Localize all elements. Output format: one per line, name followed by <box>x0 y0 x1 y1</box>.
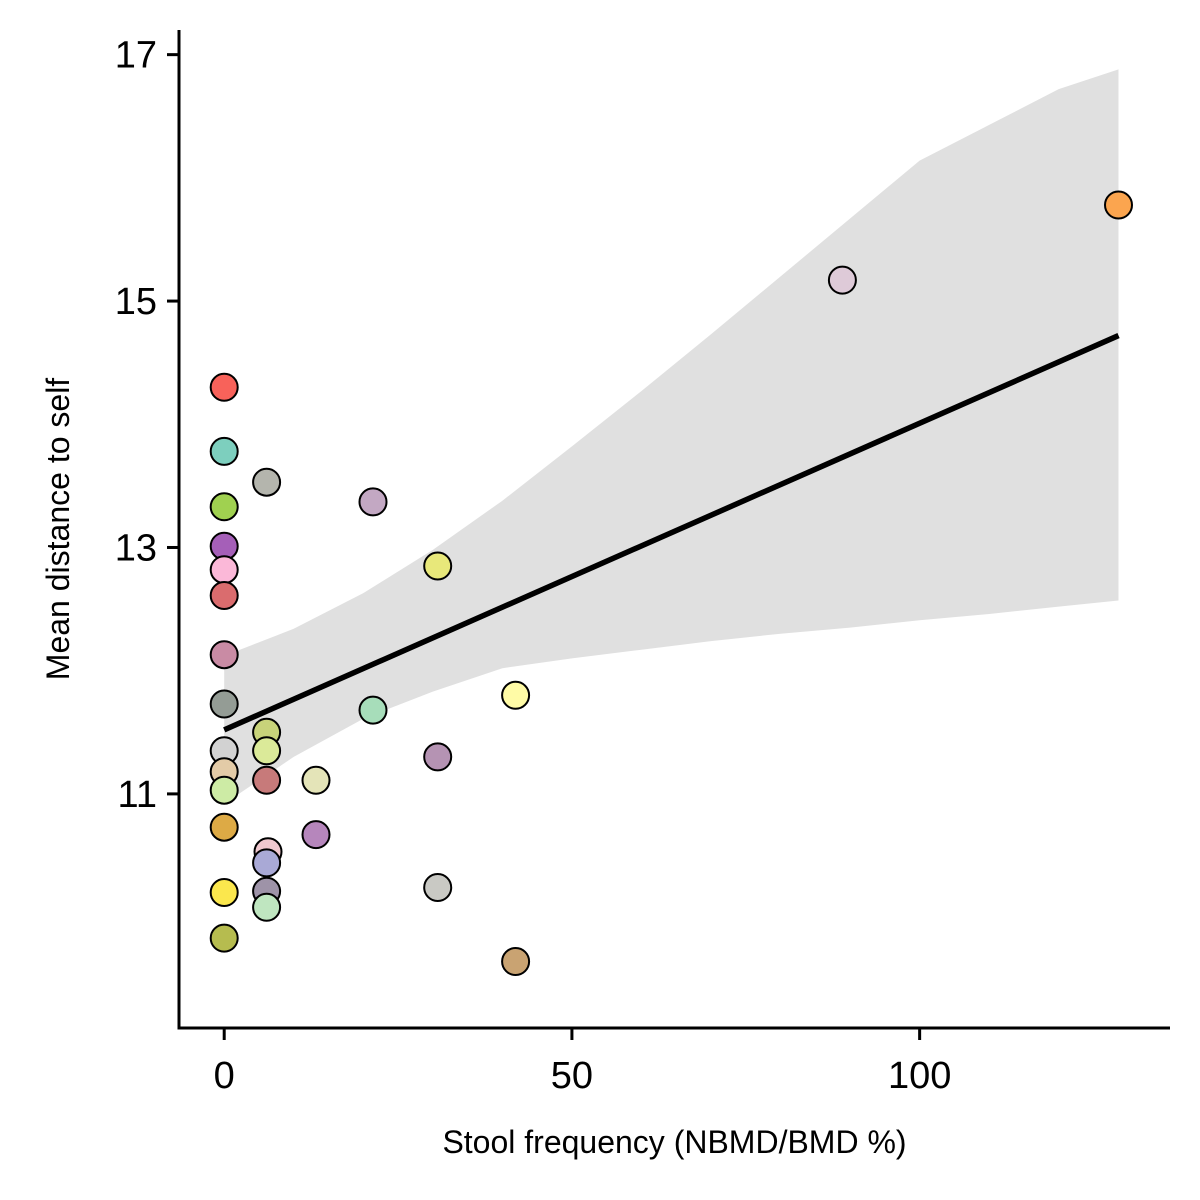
y-tick-label: 17 <box>115 35 157 77</box>
data-point <box>209 492 239 522</box>
axes-layer <box>177 30 1170 1030</box>
data-point <box>209 555 239 585</box>
x-tick-label: 100 <box>888 1055 951 1097</box>
regression-line <box>223 333 1120 733</box>
data-point <box>252 892 282 922</box>
data-point <box>301 765 331 795</box>
data-point <box>358 487 388 517</box>
data-point <box>1104 190 1133 220</box>
data-point <box>209 436 239 466</box>
data-point <box>501 947 531 976</box>
data-point <box>301 820 331 850</box>
fit-line-layer <box>223 333 1120 733</box>
data-point <box>209 812 239 842</box>
data-point <box>827 265 857 295</box>
y-tick-label: 13 <box>115 527 157 569</box>
ticks-layer: 0 50 100 11 13 15 17 <box>115 35 952 1097</box>
data-point <box>209 372 239 402</box>
x-axis-title: Stool frequency (NBMD/BMD %) <box>442 1124 906 1160</box>
confidence-band-layer <box>224 69 1119 804</box>
data-point <box>209 923 239 953</box>
data-point <box>252 467 282 497</box>
data-point <box>501 680 531 710</box>
data-point <box>252 848 282 878</box>
points-layer <box>209 190 1133 976</box>
data-point <box>209 878 239 907</box>
y-tick-label: 15 <box>115 281 157 323</box>
data-point <box>358 695 388 725</box>
data-point <box>423 873 453 902</box>
y-tick-label: 11 <box>118 774 157 816</box>
confidence-band <box>224 69 1119 804</box>
data-point <box>252 736 282 766</box>
x-tick-label: 50 <box>551 1055 593 1097</box>
data-point <box>209 581 239 610</box>
data-point <box>252 765 282 795</box>
data-point <box>209 775 239 805</box>
data-point <box>423 551 453 581</box>
y-axis-title: Mean distance to self <box>40 378 76 681</box>
data-point <box>209 640 239 670</box>
data-point <box>209 689 239 719</box>
x-tick-label: 0 <box>214 1055 235 1097</box>
data-point <box>423 742 453 772</box>
